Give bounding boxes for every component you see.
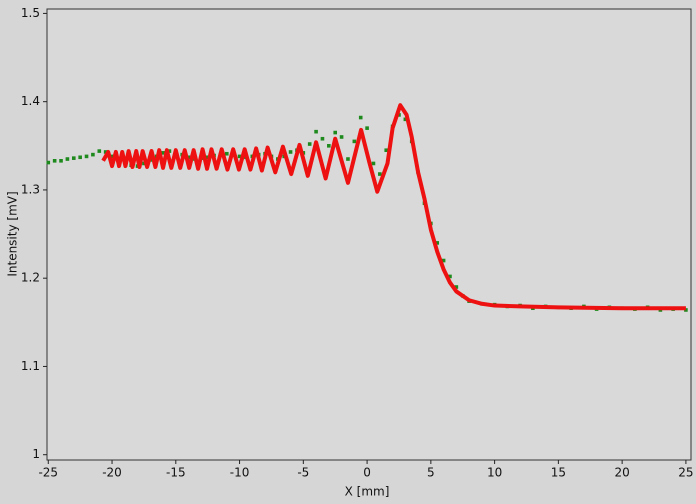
y-tick-label: 1.1 [21,359,40,373]
y-axis-title: Intensity [mV] [6,191,20,276]
y-tick-label: 1.4 [21,94,40,108]
data-point [320,136,325,141]
data-point [327,144,331,148]
x-tick-label: 0 [363,466,371,480]
data-point [358,115,363,120]
data-point [448,274,452,279]
data-point [378,172,382,176]
data-point [46,160,51,165]
data-point [314,129,318,134]
y-tick-label: 1.5 [21,6,40,20]
data-point [225,151,229,156]
data-point [167,149,172,153]
data-point [333,130,338,135]
data-point [52,159,57,163]
data-point [371,161,376,166]
x-tick-label: -10 [230,466,250,480]
y-tick-label: 1 [32,447,40,461]
data-point [91,152,95,157]
data-point [339,135,344,139]
data-point [103,150,108,154]
data-point [365,126,369,130]
data-point [288,150,293,154]
data-point [59,159,63,163]
x-tick-label: 20 [614,466,629,480]
data-point [384,148,389,153]
data-point [237,154,242,159]
data-point [110,154,114,159]
x-tick-label: 5 [427,466,435,480]
data-point [161,151,165,155]
data-point [307,142,312,146]
data-point [352,139,357,144]
data-point [142,161,146,166]
x-tick-label: -25 [38,466,58,480]
data-point [97,149,102,153]
data-point [403,117,408,122]
x-tick-label: -5 [297,466,309,480]
data-point [441,258,446,263]
data-point [84,154,89,159]
x-tick-label: -20 [102,466,122,480]
data-point [65,157,70,161]
x-tick-label: 15 [551,466,566,480]
data-point [454,285,459,289]
x-tick-label: 25 [678,466,693,480]
x-axis-title: X [mm] [345,485,390,499]
data-point [78,155,82,160]
x-tick-label: 10 [487,466,502,480]
data-point [71,156,76,160]
plot-area [46,8,692,461]
x-tick-label: -15 [166,466,186,480]
fit-line [101,103,686,311]
data-point [346,157,350,161]
data-point [435,241,440,245]
y-tick-label: 1.2 [21,271,40,285]
y-tick-label: 1.3 [21,182,40,196]
